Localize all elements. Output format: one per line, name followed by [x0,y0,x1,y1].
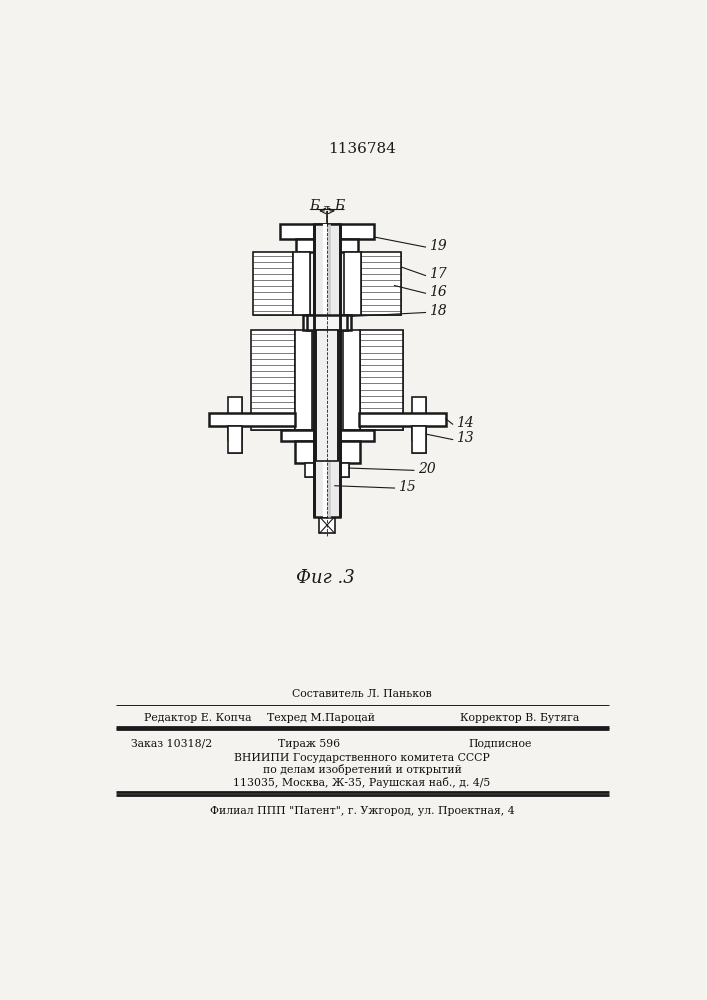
Text: 14: 14 [457,416,474,430]
Bar [252,252,293,315]
Text: Составитель Л. Паньков: Составитель Л. Паньков [292,689,432,699]
Bar [332,463,349,477]
Bar [251,330,295,430]
Bar [296,239,358,252]
Bar [281,430,373,441]
Bar [280,224,374,239]
Bar [361,252,402,315]
Text: Подписное: Подписное [468,739,532,749]
Text: Техред М.Пароцай: Техред М.Пароцай [267,713,375,723]
Bar [252,252,293,315]
Bar [280,224,374,239]
Text: Редактор Е. Копча: Редактор Е. Копча [144,713,252,723]
Bar [295,330,312,430]
Bar [228,397,242,440]
Text: Б – Б: Б – Б [309,199,345,213]
Bar [303,315,351,330]
Bar [332,463,349,477]
Text: 13: 13 [457,431,474,445]
Bar [251,330,295,430]
Text: 19: 19 [429,239,447,253]
Bar [360,330,403,430]
Text: ВНИИПИ Государственного комитета СССР: ВНИИПИ Государственного комитета СССР [234,753,490,763]
Bar [305,463,322,477]
Bar [293,252,310,315]
Text: 17: 17 [429,267,447,281]
Bar [228,397,242,440]
Text: 16: 16 [429,285,447,299]
Bar [209,413,296,426]
Bar [314,224,340,517]
Bar [295,330,312,430]
Bar [359,413,445,426]
Bar [412,397,426,440]
Text: Корректор В. Бутяга: Корректор В. Бутяга [460,713,580,723]
Text: по делам изобретений и открытий: по делам изобретений и открытий [262,764,462,775]
Text: Филиал ППП "Патент", г. Ужгород, ул. Проектная, 4: Филиал ППП "Патент", г. Ужгород, ул. Про… [210,806,514,816]
Bar [307,315,347,330]
Text: 18: 18 [429,304,447,318]
Bar [316,330,338,461]
Bar [359,413,445,426]
Bar [281,430,373,441]
Text: Тираж 596: Тираж 596 [279,739,340,749]
Bar [209,413,296,426]
Bar [228,426,242,453]
Bar [343,330,360,430]
Text: Фиг .3: Фиг .3 [296,569,355,587]
Bar [320,517,335,533]
Bar [305,463,322,477]
Bar [295,441,360,463]
Text: 113035, Москва, Ж-35, Раушская наб., д. 4/5: 113035, Москва, Ж-35, Раушская наб., д. … [233,777,491,788]
Bar [293,252,310,315]
Bar [295,441,360,463]
Bar [412,426,426,453]
Bar [412,397,426,440]
Bar [320,500,335,517]
Bar [344,252,361,315]
Bar [412,426,426,453]
Bar [296,239,358,252]
Text: 15: 15 [398,480,416,494]
Text: Заказ 10318/2: Заказ 10318/2 [131,739,212,749]
Bar [343,330,360,430]
Bar [344,252,361,315]
Bar [228,426,242,453]
Bar [361,252,402,315]
Bar [360,330,403,430]
Text: 1136784: 1136784 [328,142,396,156]
Text: 20: 20 [418,462,436,476]
Polygon shape [314,477,340,500]
